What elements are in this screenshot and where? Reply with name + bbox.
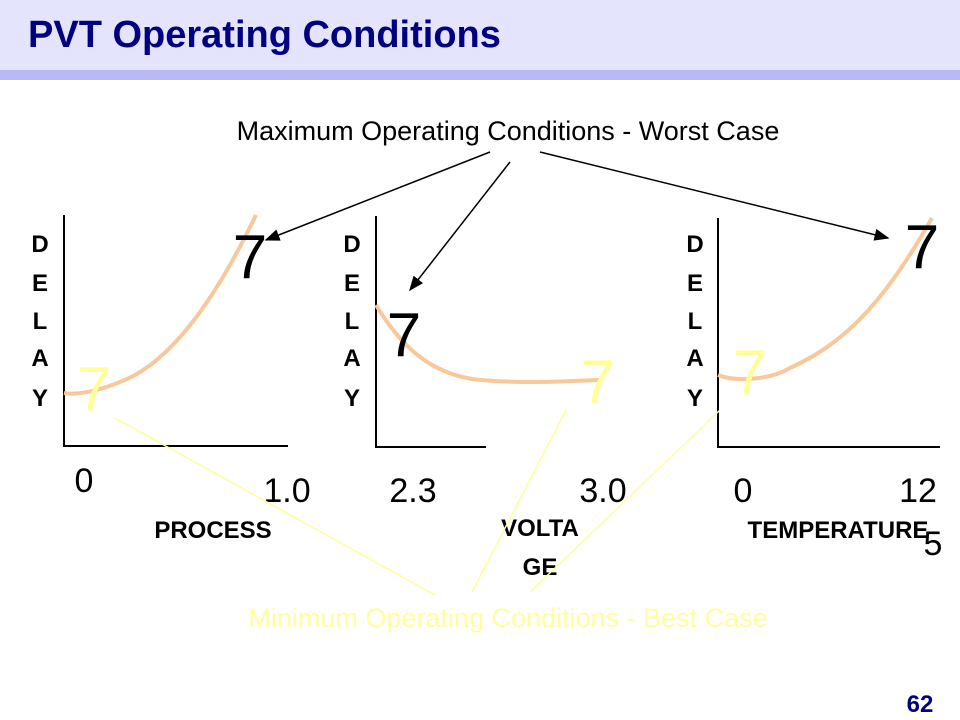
y-label-letter: D — [31, 231, 48, 258]
worst-case-marker: 7 — [905, 213, 939, 282]
worst-case-label: Maximum Operating Conditions - Worst Cas… — [237, 116, 780, 146]
y-label-letter: Y — [687, 385, 703, 412]
y-label-letter: L — [33, 308, 48, 335]
y-label-letter: A — [31, 345, 48, 372]
best-case-arrow — [529, 409, 721, 593]
y-label-letter: L — [688, 308, 703, 335]
x-max-tick-line: 12 — [899, 472, 937, 510]
best-case-marker: 7 — [77, 355, 111, 424]
x-axis-label: PROCESS — [154, 517, 271, 544]
best-case-arrow — [114, 417, 436, 596]
header-divider — [0, 70, 960, 80]
title-header — [0, 0, 960, 70]
voltage-graph: D E L A Y 2.3 3.0 VOLTA GE 7 7 — [343, 216, 627, 581]
x-axis-label-line: VOLTA — [501, 515, 579, 542]
process-graph: D E L A Y 0 1.0 PROCESS 7 7 — [31, 214, 311, 544]
x-min-tick: 0 — [734, 472, 753, 510]
best-case-arrow — [471, 409, 567, 593]
y-label-letter: A — [686, 345, 703, 372]
best-case-marker: 7 — [581, 348, 615, 417]
x-min-tick: 0 — [75, 462, 94, 500]
best-case-label: Minimum Operating Conditions - Best Case — [248, 603, 767, 633]
y-label-letter: E — [687, 270, 703, 297]
x-max-tick: 3.0 — [579, 472, 626, 510]
y-label-letter: E — [344, 270, 360, 297]
worst-case-arrow — [409, 161, 511, 292]
worst-case-arrow — [264, 151, 491, 241]
worst-case-arrow — [539, 151, 890, 241]
delay-curve — [374, 303, 601, 385]
x-axis-label-line: GE — [523, 554, 558, 581]
y-label-letter: D — [686, 231, 703, 258]
y-label-letter: D — [343, 231, 360, 258]
y-label-letter: L — [345, 308, 360, 335]
delay-curve — [63, 214, 258, 396]
x-max-tick-line: 5 — [924, 525, 943, 563]
temperature-graph: D E L A Y 0 12 5 TEMPERATURE 7 7 — [686, 213, 942, 563]
slide-title: PVT Operating Conditions — [28, 14, 501, 56]
y-label-letter: E — [32, 270, 48, 297]
x-axis-label: TEMPERATURE — [748, 517, 929, 544]
y-label-letter: Y — [344, 385, 360, 412]
y-label-letter: Y — [32, 385, 48, 412]
delay-curve — [717, 217, 934, 381]
worst-case-marker: 7 — [233, 223, 267, 292]
page-number: 62 — [907, 691, 934, 718]
best-case-marker: 7 — [733, 338, 767, 407]
worst-case-marker: 7 — [387, 301, 421, 370]
y-label-letter: A — [343, 345, 360, 372]
x-min-tick: 2.3 — [389, 472, 436, 510]
